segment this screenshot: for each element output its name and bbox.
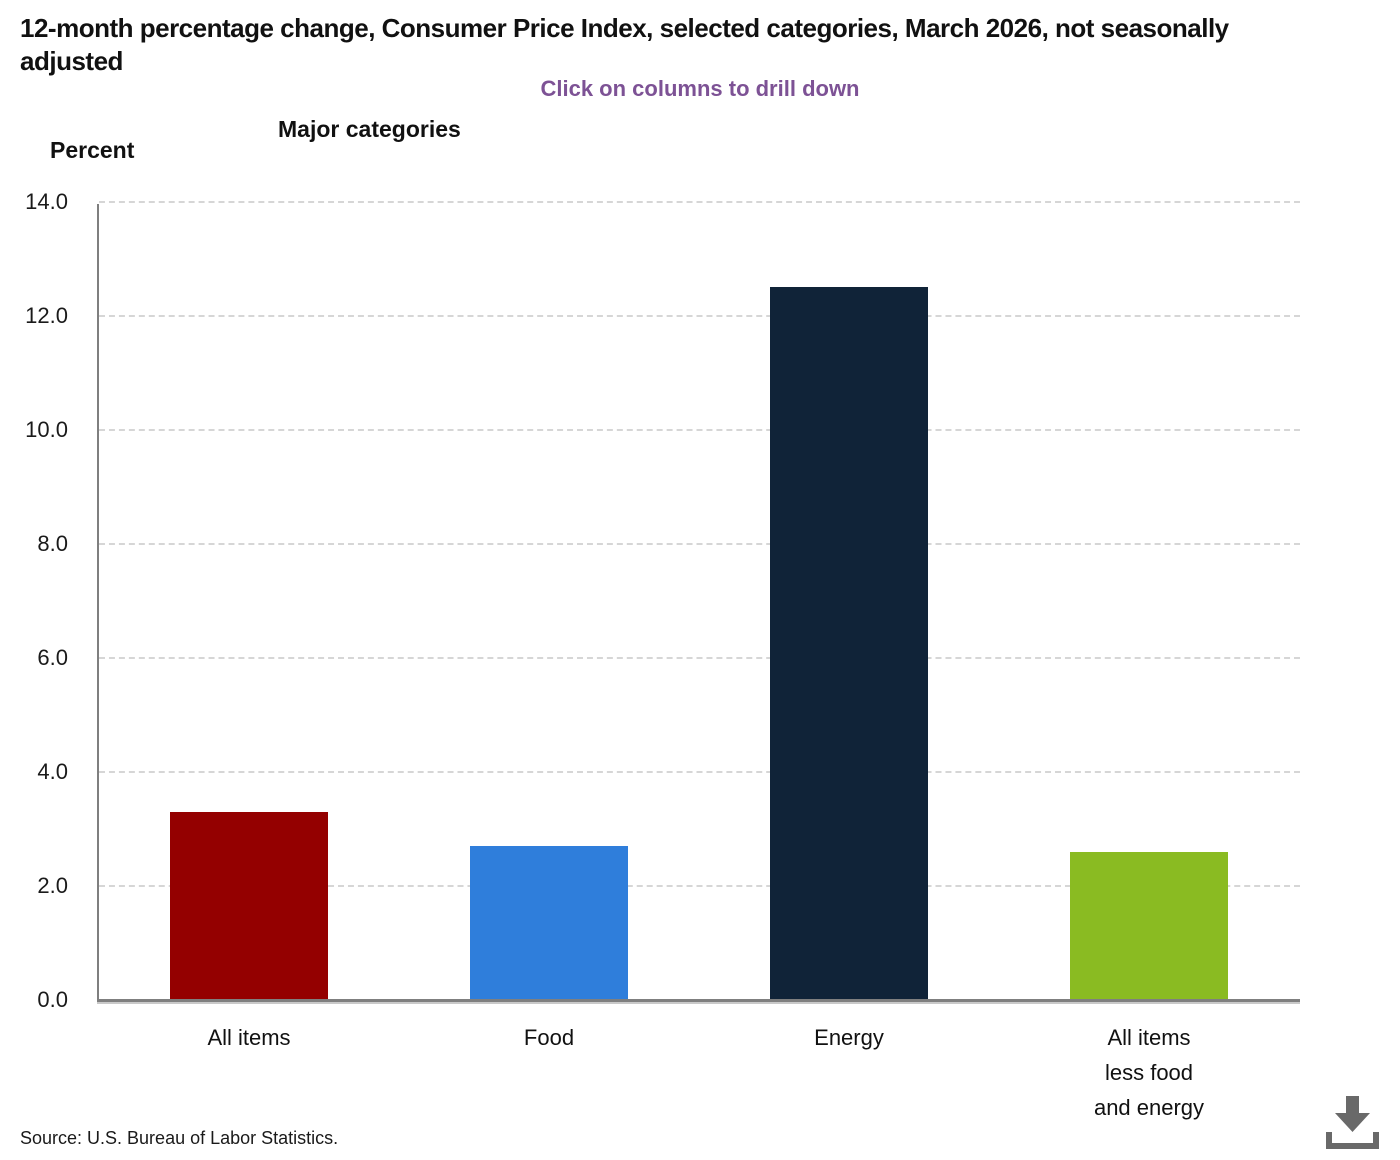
category-label-line: Food [523,1025,575,1050]
gridline [99,657,1300,659]
gridline [99,201,1300,203]
bar-energy[interactable] [770,287,928,999]
category-label-line: Energy [814,1025,884,1050]
y-tick-label: 4.0 [37,759,68,784]
category-label-line: All items [207,1025,291,1050]
bar-all-items-less-food-and-energy[interactable] [1070,852,1228,999]
chart-area-label: Major categories [278,116,461,142]
y-tick-label: 0.0 [37,987,68,1012]
y-tick-label: 10.0 [25,417,68,442]
bar-all-items[interactable] [170,812,328,999]
category-label-food: Food [459,1020,639,1055]
y-tick-label: 2.0 [37,873,68,898]
y-tick-label: 12.0 [25,303,68,328]
category-label-line: and energy [1093,1095,1205,1120]
category-label-all-items: All items [159,1020,339,1055]
y-axis-unit-label: Percent [50,137,135,163]
gridline [99,543,1300,545]
category-label-line: less food [1104,1060,1194,1085]
gridline [99,885,1300,887]
drill-down-instruction: Click on columns to drill down [540,76,860,101]
category-label-energy: Energy [759,1020,939,1055]
y-tick-label: 6.0 [37,645,68,670]
gridline [99,429,1300,431]
gridline [99,315,1300,317]
y-tick-label: 8.0 [37,531,68,556]
category-label-line: All items [1107,1025,1191,1050]
download-button[interactable] [1324,1094,1380,1152]
category-label-all-items-less-food-and-energy: All items less food and energy [1059,1020,1239,1125]
bar-food[interactable] [470,846,628,999]
download-icon [1324,1096,1380,1156]
y-axis-line [97,204,99,1003]
gridline [99,771,1300,773]
y-tick-label: 14.0 [25,189,68,214]
source-note: Source: U.S. Bureau of Labor Statistics. [20,1128,339,1148]
chart-title: 12-month percentage change, Consumer Pri… [20,13,1229,76]
x-axis-line [97,999,1300,1004]
